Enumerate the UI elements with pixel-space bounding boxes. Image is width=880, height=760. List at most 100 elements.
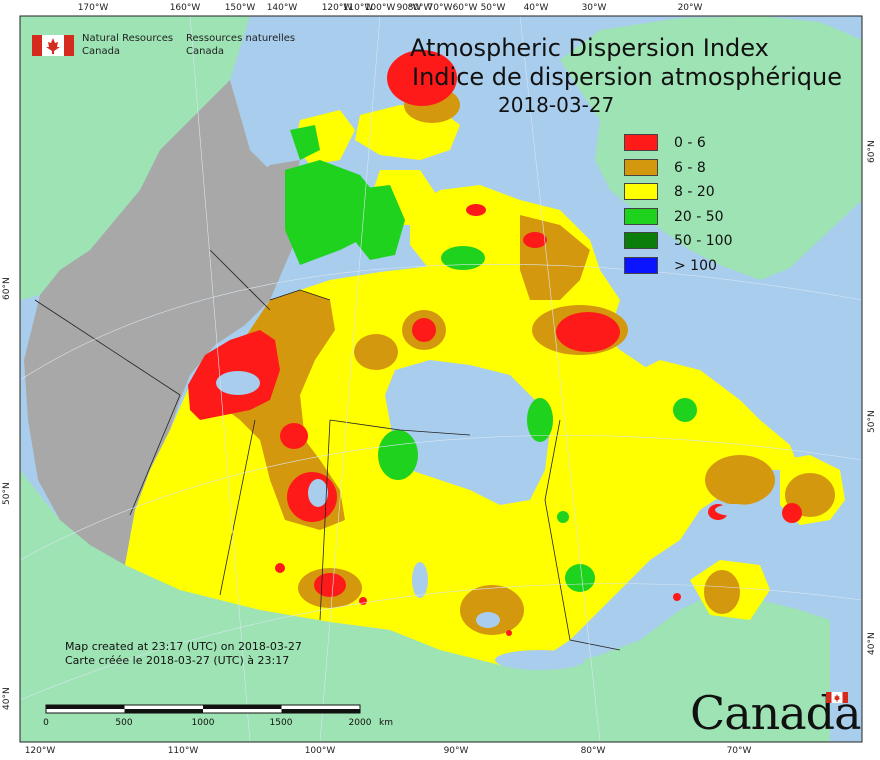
legend-swatch: [624, 207, 658, 225]
latitude-label-left: 50°N: [2, 482, 12, 505]
index-0-6-slave-lake: [280, 423, 308, 449]
scale-bar-label: 1500: [269, 718, 293, 728]
legend-swatch: [624, 232, 658, 249]
saint-lawrence: [715, 504, 755, 516]
alaska: [20, 16, 250, 300]
longitude-label-bottom: 90°W: [443, 746, 469, 756]
index-6-8-ontario: [460, 585, 524, 635]
index-6-8-central-arctic: [354, 334, 398, 370]
legend-label: 8 - 20: [674, 184, 715, 200]
index-20-50-arctic-central: [350, 185, 405, 260]
index-0-6-small-a: [275, 563, 285, 573]
lake-nipigon: [476, 612, 500, 628]
latitude-label-right: 50°N: [867, 410, 877, 433]
latitude-label-right: 60°N: [867, 140, 877, 163]
index-20-50-ungava: [527, 398, 553, 442]
longitude-label-bottom: 100°W: [304, 746, 336, 756]
longitude-label-bottom: 70°W: [726, 746, 752, 756]
lake-athabasca: [308, 479, 328, 507]
map-border: [19, 15, 863, 743]
scale-bar-graphic: [45, 704, 361, 714]
hudson-bay: [385, 360, 550, 505]
legend-label: 6 - 8: [674, 159, 706, 176]
longitude-label-top: 120°W: [321, 3, 353, 13]
longitude-label-top: 110°W: [342, 3, 374, 13]
latitude-label-right: 40°N: [867, 632, 877, 655]
graticule: [19, 15, 863, 743]
canada-flag-icon: [32, 35, 74, 56]
index-20-50-labrador: [673, 398, 697, 422]
index-8-20-baffin: [410, 185, 620, 340]
index-0-6-prairies: [314, 573, 346, 597]
index-20-50-banks-island: [290, 125, 320, 160]
index-0-6-central-arctic: [412, 318, 436, 342]
index-20-50-baffin-south: [441, 246, 485, 270]
legend-label: 50 - 100: [674, 233, 733, 249]
united-states: [20, 470, 830, 742]
index-0-6-baffin-bay: [556, 312, 620, 352]
index-6-8-maritimes: [704, 570, 740, 614]
index-20-50-quebec: [565, 564, 595, 592]
longitude-label-top: 160°W: [169, 3, 201, 13]
index-0-6-island: [466, 204, 486, 216]
longitude-label-top: 140°W: [266, 3, 298, 13]
lake-superior: [495, 650, 585, 670]
scale-bar-unit: km: [379, 718, 393, 728]
wordmark-flag-icon: [826, 692, 848, 703]
longitude-label-bottom: 120°W: [24, 746, 56, 756]
no-data-region: [24, 80, 300, 565]
longitude-label-top: 170°W: [77, 3, 109, 13]
legend-swatch: [624, 134, 658, 151]
scale-bar: 0 500 1000 1500 2000 km: [43, 705, 393, 735]
no-data-arctic-island: [235, 160, 300, 210]
index-6-8-labrador-south: [705, 455, 775, 505]
index-0-6-baffin-north: [523, 232, 547, 248]
lake-winnipeg: [412, 562, 428, 598]
title-english: Atmospheric Dispersion Index: [410, 34, 769, 62]
legend-swatch: [624, 158, 658, 176]
scale-bar-label: 500: [115, 718, 133, 728]
longitude-label-top: 150°W: [224, 3, 256, 13]
legend-swatch: [624, 256, 658, 274]
index-0-6-ellesmere: [387, 50, 457, 106]
longitude-label-bottom: 80°W: [580, 746, 606, 756]
map-date: 2018-03-27: [498, 93, 615, 117]
title-french: Indice de dispersion atmosphérique: [412, 63, 843, 91]
longitude-label-top: 60°W: [452, 3, 478, 13]
longitude-label-top: 20°W: [677, 3, 703, 13]
great-bear-lake: [216, 371, 260, 395]
latitude-label-left: 40°N: [2, 687, 12, 710]
agency-name-french: Ressources naturelles Canada: [186, 33, 296, 57]
scale-bar-label: 1000: [191, 718, 215, 728]
provincial-boundaries: [34, 249, 621, 651]
scale-bar-label: 0: [43, 718, 49, 728]
index-20-50-hudson-west: [378, 430, 418, 480]
map-title: Atmospheric Dispersion Index Indice de d…: [410, 34, 860, 119]
index-20-50-small: [557, 511, 569, 523]
index-0-6-newfoundland: [782, 503, 802, 523]
legend-label: 0 - 6: [674, 135, 706, 151]
credit-french: Carte créée le 2018-03-27 (UTC) à 23:17: [65, 654, 290, 667]
longitude-label-bottom: 110°W: [167, 746, 199, 756]
legend-label: 20 - 50: [674, 208, 724, 225]
index-0-6-small-d: [673, 593, 681, 601]
longitude-label-top: 30°W: [581, 3, 607, 13]
legend-label: > 100: [674, 257, 717, 274]
longitude-label-top: 100°W: [364, 3, 396, 13]
longitude-label-top: 90°W: [396, 3, 422, 13]
map-credits: Map created at 23:17 (UTC) on 2018-03-27…: [65, 640, 302, 668]
latitude-label-left: 60°N: [2, 277, 12, 300]
credit-english: Map created at 23:17 (UTC) on 2018-03-27: [65, 640, 302, 653]
longitude-label-top: 70°W: [427, 3, 453, 13]
greenland: [560, 16, 862, 280]
agency-name-english: Natural Resources Canada: [82, 33, 174, 57]
longitude-label-top: 50°W: [480, 3, 506, 13]
index-0-6-small-b: [359, 597, 367, 605]
scale-bar-label: 2000: [348, 718, 372, 728]
longitude-label-top: 40°W: [523, 3, 549, 13]
legend-swatch: [624, 183, 658, 200]
longitude-label-top: 80°W: [407, 3, 433, 13]
index-0-6-small-c: [506, 630, 512, 636]
